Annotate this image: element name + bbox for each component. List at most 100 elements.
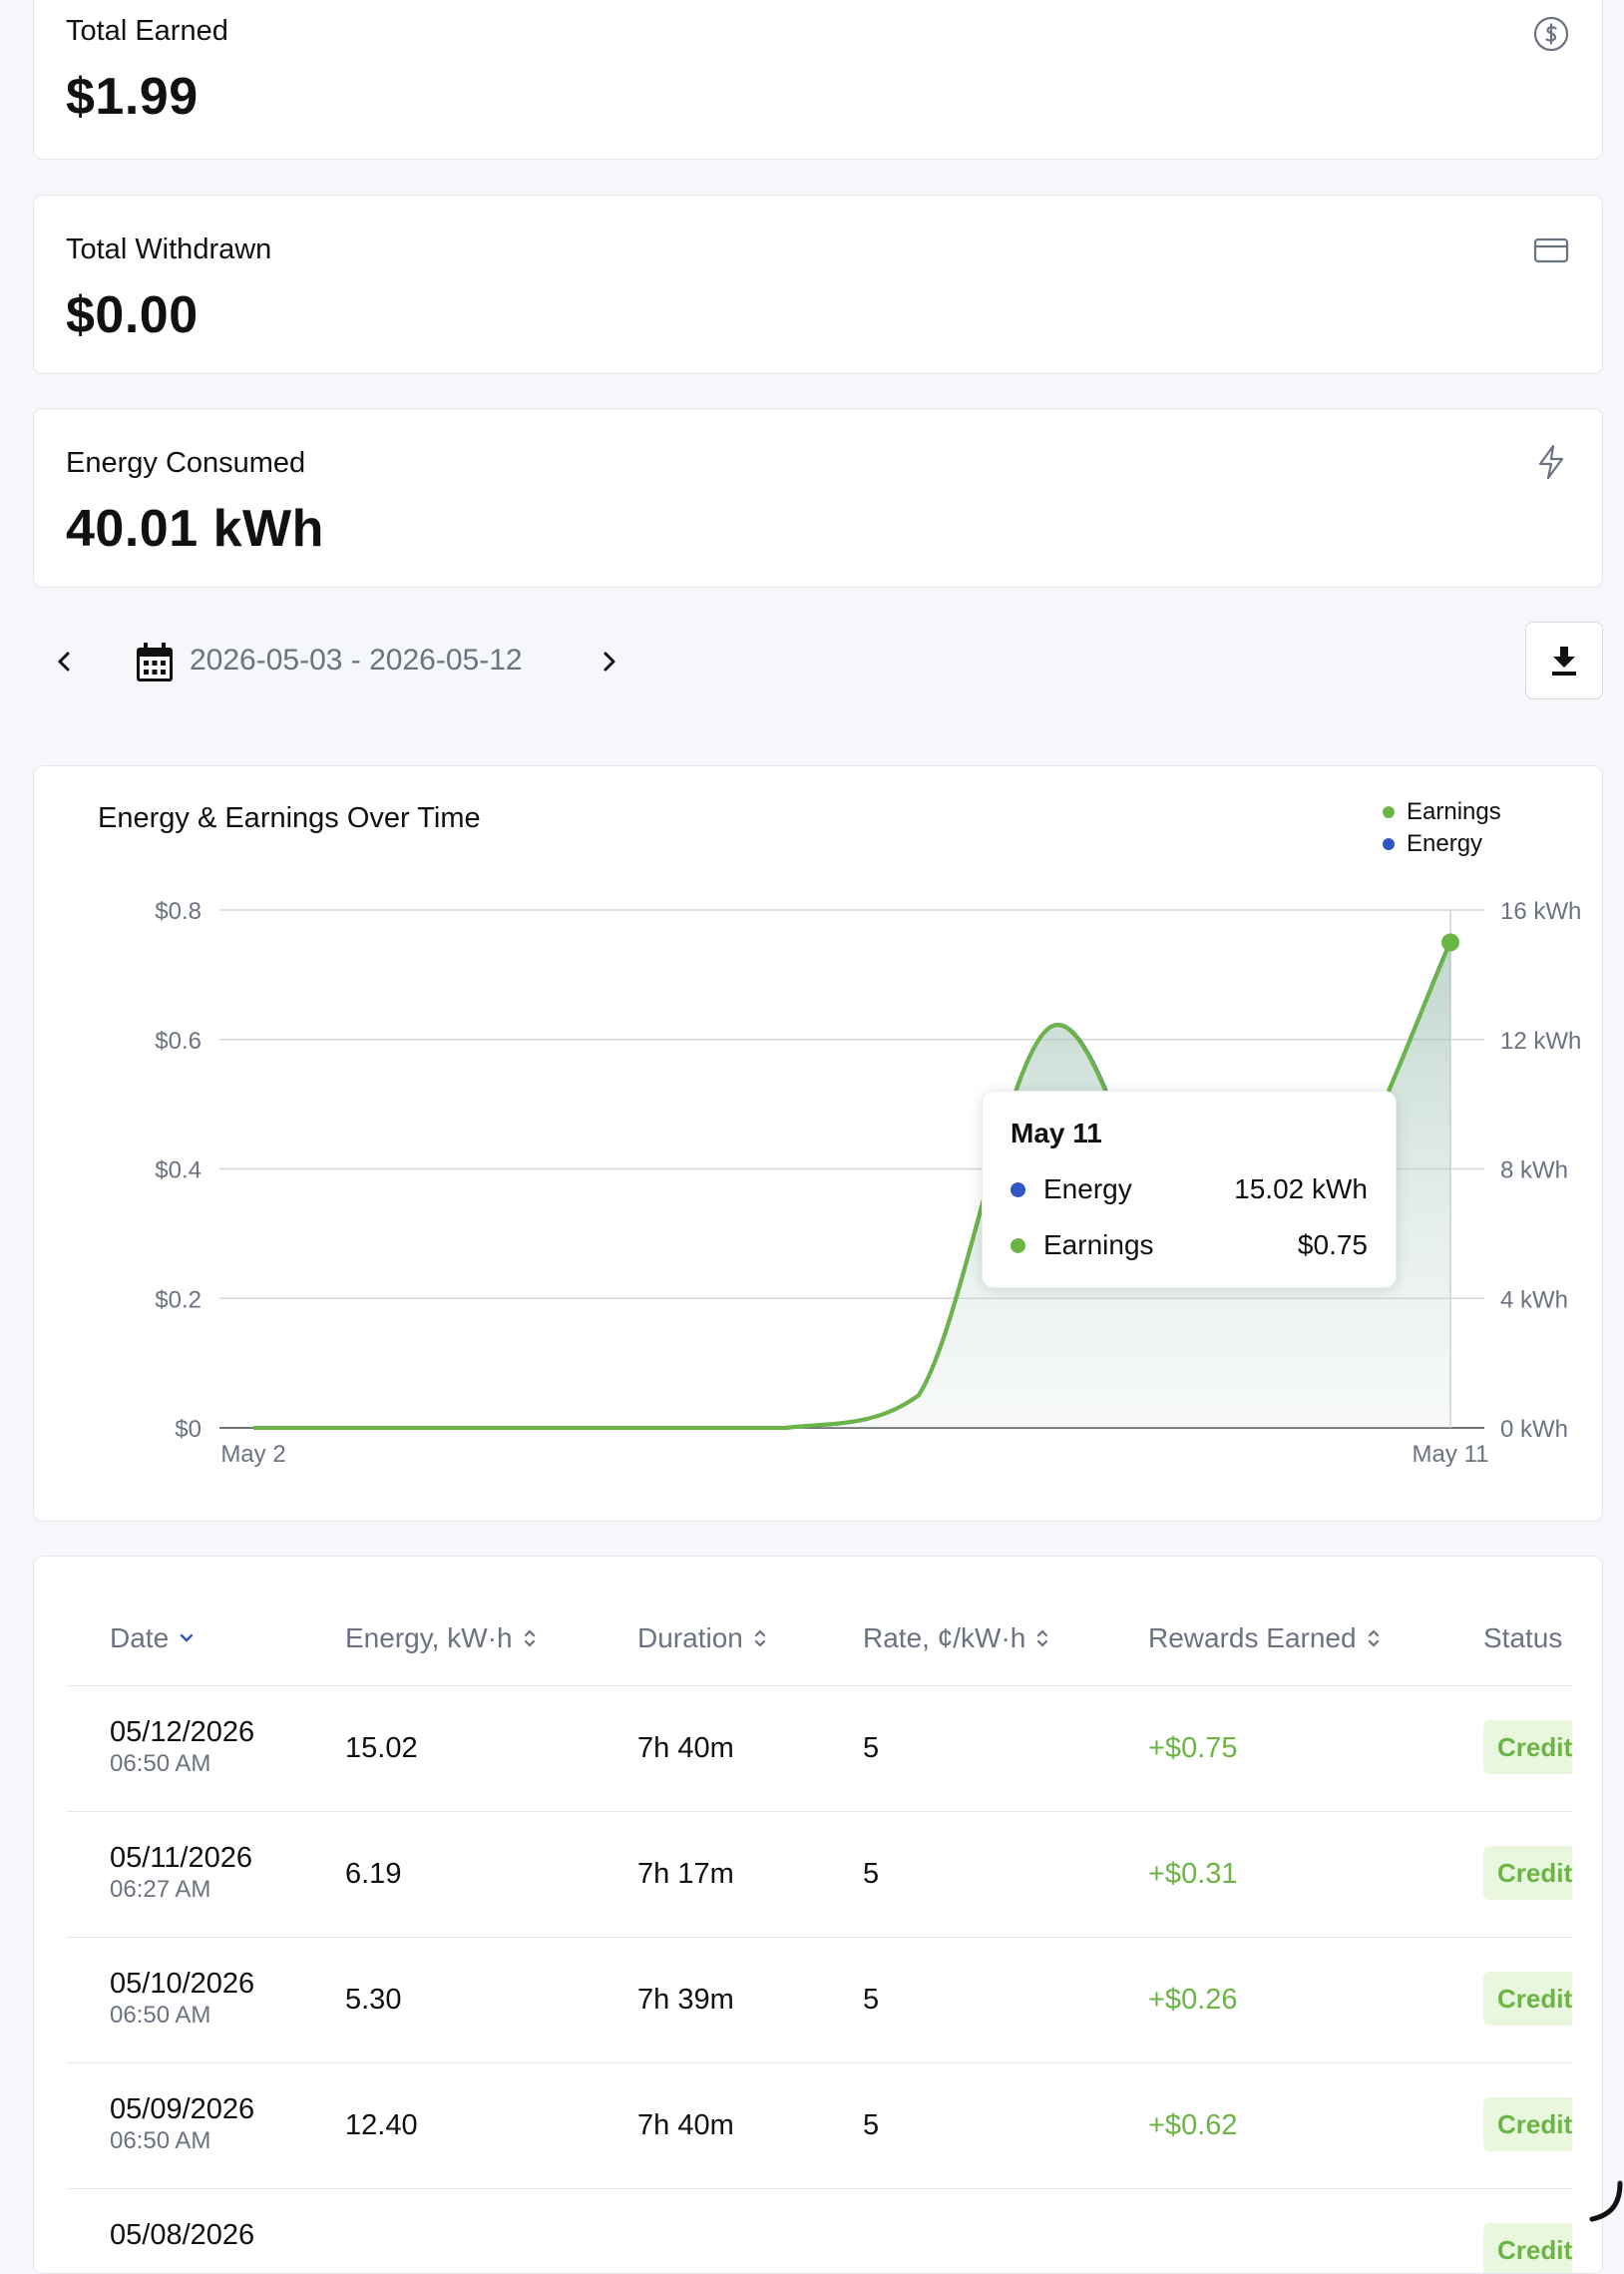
date-range-text[interactable]: 2026-05-03 - 2026-05-12 — [190, 644, 523, 677]
table-row[interactable]: 05/11/2026 06:27 AM 6.19 7h 17m 5 +$0.31… — [66, 1812, 1572, 1938]
lightning-icon — [1538, 444, 1564, 480]
chart-tooltip: May 11 Energy 15.02 kWh Earnings $0.75 — [982, 1091, 1397, 1288]
legend-label-earnings: Earnings — [1407, 798, 1501, 825]
date-range-bar: 2026-05-03 - 2026-05-12 — [33, 622, 1603, 701]
row-energy: 5.30 — [345, 1984, 402, 2016]
tooltip-earnings-value: $0.75 — [1297, 1229, 1368, 1260]
row-duration: 7h 40m — [637, 1732, 734, 1764]
row-duration: 7h 40m — [637, 2109, 734, 2141]
tooltip-dot-earnings — [1011, 1237, 1025, 1253]
sort-desc-icon — [180, 1633, 194, 1642]
row-divider — [66, 1937, 1572, 1938]
sessions-table-card: Date Energy, kW·h Duration Rate, ¢/kW·h … — [33, 1556, 1603, 2274]
row-energy: 15.02 — [345, 1732, 418, 1764]
sessions-table: Date Energy, kW·h Duration Rate, ¢/kW·h … — [66, 1557, 1572, 2273]
previous-range-button[interactable] — [43, 640, 87, 683]
download-icon — [1552, 647, 1576, 676]
legend-dot-energy — [1383, 838, 1395, 850]
legend-item-energy[interactable]: Energy — [1383, 828, 1501, 860]
y-right-tick-label: 16 kWh — [1500, 898, 1581, 925]
chevron-right-icon — [604, 652, 615, 672]
column-header-energy-label: Energy, kW·h — [345, 1622, 513, 1653]
sort-icon — [524, 1629, 535, 1647]
row-divider — [66, 2062, 1572, 2063]
table-header-divider — [66, 1685, 1572, 1686]
column-header-duration[interactable]: Duration — [637, 1622, 767, 1654]
y-right-tick-label: 8 kWh — [1500, 1157, 1568, 1184]
y-left-tick-label: $0.6 — [155, 1028, 202, 1055]
energy-consumed-card: Energy Consumed 40.01 kWh — [33, 408, 1603, 588]
column-header-duration-label: Duration — [637, 1622, 743, 1653]
y-right-tick-label: 0 kWh — [1500, 1416, 1568, 1443]
row-energy: 12.40 — [345, 2109, 418, 2141]
row-duration: 7h 17m — [637, 1858, 734, 1890]
row-reward: +$0.31 — [1148, 1858, 1238, 1890]
row-rate: 5 — [863, 1858, 880, 1890]
tooltip-earnings-name: Earnings — [1043, 1229, 1154, 1260]
legend-dot-earnings — [1383, 806, 1395, 818]
total-earned-label: Total Earned — [66, 15, 228, 47]
row-date: 05/10/2026 — [110, 1968, 255, 2000]
total-withdrawn-card: Total Withdrawn $0.00 — [33, 195, 1603, 374]
y-left-tick-label: $0.8 — [155, 898, 202, 925]
row-reward: +$0.26 — [1148, 1984, 1238, 2016]
column-header-rate-label: Rate, ¢/kW·h — [863, 1622, 1026, 1653]
table-row[interactable]: 05/10/2026 06:50 AM 5.30 7h 39m 5 +$0.26… — [66, 1938, 1572, 2063]
column-header-date[interactable]: Date — [110, 1622, 195, 1654]
dollar-circle-icon — [1533, 16, 1569, 52]
table-row[interactable]: 05/09/2026 06:50 AM 12.40 7h 40m 5 +$0.6… — [66, 2063, 1572, 2189]
status-badge: Credited — [1483, 1972, 1572, 2026]
total-withdrawn-label: Total Withdrawn — [66, 233, 272, 265]
chart-title: Energy & Earnings Over Time — [98, 802, 481, 834]
table-row[interactable]: 05/12/2026 06:50 AM 15.02 7h 40m 5 +$0.7… — [66, 1686, 1572, 1812]
column-header-status: Status — [1483, 1622, 1562, 1654]
chart-canvas[interactable]: $0 $0.2 $0.4 $0.6 $0.8 0 kWh 4 kWh 8 kWh 12 kWh 1… — [34, 766, 1602, 1521]
total-withdrawn-value: $0.00 — [66, 286, 199, 344]
chevron-left-icon — [58, 652, 70, 672]
row-date: 05/08/2026 — [110, 2219, 255, 2251]
loading-spinner-icon — [1589, 2180, 1623, 2222]
y-left-tick-label: $0 — [175, 1416, 202, 1443]
legend-label-energy: Energy — [1407, 830, 1483, 857]
row-reward: +$0.75 — [1148, 1732, 1238, 1764]
earnings-point — [1441, 933, 1459, 952]
y-right-tick-label: 4 kWh — [1500, 1286, 1568, 1313]
row-date: 05/12/2026 — [110, 1716, 255, 1748]
row-time: 06:27 AM — [110, 1876, 211, 1903]
column-header-rewards-label: Rewards Earned — [1148, 1622, 1357, 1653]
row-energy: 6.19 — [345, 1858, 402, 1890]
row-rate: 5 — [863, 1984, 880, 2016]
total-earned-card: Total Earned $1.99 — [33, 0, 1603, 160]
calendar-icon[interactable] — [135, 642, 175, 683]
status-badge: Credited — [1483, 2097, 1572, 2151]
column-header-rate[interactable]: Rate, ¢/kW·h — [863, 1622, 1049, 1654]
row-rate: 5 — [863, 1732, 880, 1764]
energy-earnings-chart-card: $0 $0.2 $0.4 $0.6 $0.8 0 kWh 4 kWh 8 kWh 12 kWh 1… — [33, 765, 1603, 1522]
sort-icon — [1368, 1629, 1379, 1647]
status-badge: Credited — [1483, 2223, 1572, 2273]
credit-card-icon — [1533, 237, 1569, 263]
column-header-energy[interactable]: Energy, kW·h — [345, 1622, 537, 1654]
row-duration: 7h 39m — [637, 1984, 734, 2016]
tooltip-row-energy: Energy 15.02 kWh — [1011, 1171, 1368, 1207]
earnings-area — [253, 942, 1450, 1428]
row-date: 05/11/2026 — [110, 1842, 252, 1874]
y-left-tick-label: $0.2 — [155, 1286, 202, 1313]
row-time: 06:50 AM — [110, 1750, 211, 1777]
tooltip-energy-value: 15.02 kWh — [1234, 1173, 1368, 1204]
sort-icon — [754, 1629, 765, 1647]
row-rate: 5 — [863, 2109, 880, 2141]
row-divider — [66, 1811, 1572, 1812]
row-time: 06:50 AM — [110, 2127, 211, 2154]
tooltip-dot-energy — [1011, 1181, 1025, 1197]
column-header-date-label: Date — [110, 1622, 170, 1653]
x-tick-label: May 2 — [220, 1441, 285, 1468]
legend-item-earnings[interactable]: Earnings — [1383, 796, 1501, 828]
column-header-rewards[interactable]: Rewards Earned — [1148, 1622, 1381, 1654]
energy-consumed-value: 40.01 kWh — [66, 500, 324, 558]
energy-consumed-label: Energy Consumed — [66, 447, 306, 479]
sort-icon — [1037, 1629, 1048, 1647]
download-button[interactable] — [1525, 622, 1603, 699]
next-range-button[interactable] — [587, 640, 630, 683]
tooltip-title: May 11 — [1011, 1118, 1102, 1148]
